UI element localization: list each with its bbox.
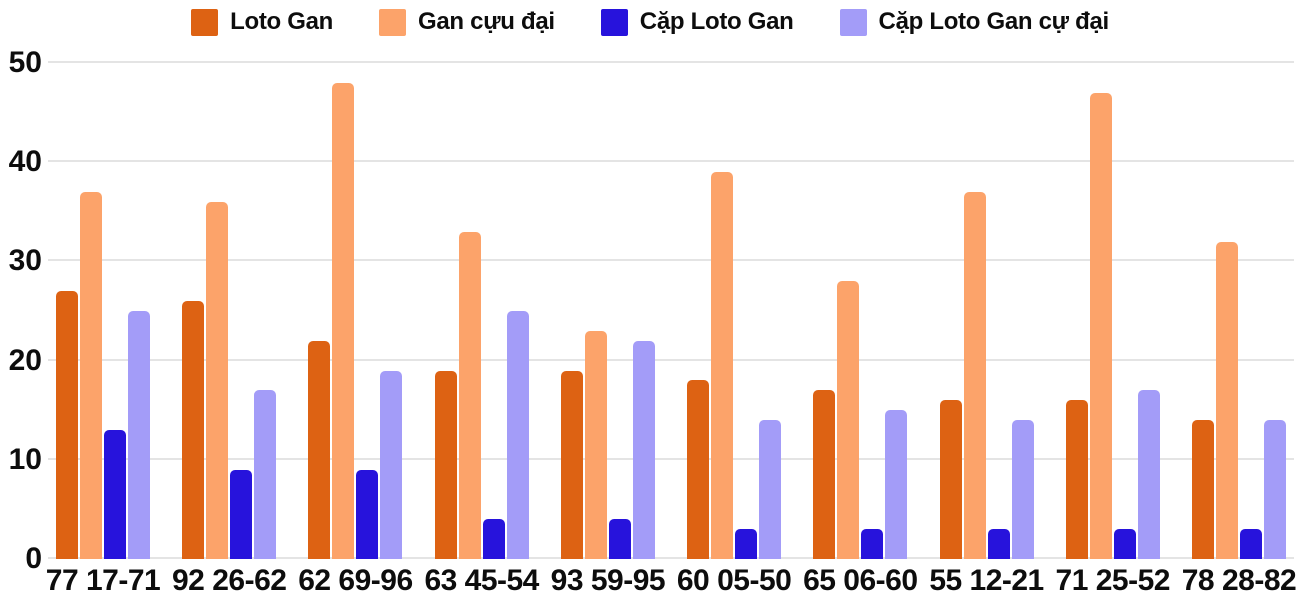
- x-axis-category-label: 65 06-60: [803, 564, 918, 597]
- bar-series-0-category-0[interactable]: [56, 291, 78, 559]
- x-axis-category-label: 62 69-96: [298, 564, 413, 597]
- bar-series-3-category-6[interactable]: [885, 410, 908, 559]
- legend-swatch-icon: [191, 8, 219, 36]
- bar-series-0-category-7[interactable]: [939, 400, 962, 559]
- bar-group-6: 65 06-60: [803, 63, 918, 596]
- y-axis-tick-label: 30: [8, 244, 42, 278]
- bar-series-2-category-4[interactable]: [608, 519, 631, 559]
- bar-group-4: 93 59-95: [551, 63, 666, 596]
- x-axis-category-label: 93 59-95: [550, 564, 666, 597]
- bar-series-2-category-2[interactable]: [356, 469, 379, 559]
- x-axis-category-label: 78 28-82: [1181, 564, 1297, 597]
- bar-series-3-category-0[interactable]: [128, 311, 150, 559]
- bar-series-0-category-5[interactable]: [687, 380, 710, 559]
- chart-legend: Loto Gan Gan cựu đại Cặp Loto Gan Cặp Loto …: [0, 8, 1300, 36]
- bar-group-7: 55 12-21: [929, 63, 1044, 596]
- y-axis-tick-label: 50: [8, 46, 42, 79]
- bar-series-0-category-3[interactable]: [434, 370, 457, 559]
- bar-series-3-category-1[interactable]: [254, 390, 277, 559]
- gridline: [48, 557, 1294, 559]
- bar-series-0-category-8[interactable]: [1065, 400, 1088, 559]
- gridline: [48, 358, 1294, 361]
- y-axis-tick-label: 40: [8, 145, 42, 179]
- legend-swatch-icon: [600, 8, 628, 36]
- bar-group-9: 78 28-82: [1182, 63, 1297, 596]
- bar-series-2-category-5[interactable]: [735, 529, 758, 559]
- bar-series-1-category-2[interactable]: [332, 82, 355, 559]
- legend-item-series-1[interactable]: Gan cựu đại: [379, 8, 555, 36]
- bar-series-1-category-8[interactable]: [1089, 92, 1112, 559]
- x-axis-category-label: 92 26-62: [172, 564, 287, 597]
- y-axis: 0 10 20 30 40 50: [0, 48, 42, 574]
- bar-series-2-category-3[interactable]: [482, 519, 505, 559]
- bar-series-1-category-1[interactable]: [206, 201, 229, 559]
- bar-series-2-category-8[interactable]: [1113, 529, 1136, 559]
- bar-series-0-category-9[interactable]: [1191, 420, 1214, 559]
- legend-label: Cặp Loto Gan: [639, 8, 794, 35]
- bar-series-2-category-0[interactable]: [104, 430, 126, 559]
- y-axis-tick-label: 20: [8, 343, 42, 377]
- bar-series-0-category-2[interactable]: [308, 340, 331, 559]
- bar-series-1-category-7[interactable]: [963, 192, 986, 559]
- bar-series-2-category-7[interactable]: [987, 529, 1010, 559]
- bar-group-1: 92 26-62: [172, 63, 287, 596]
- bar-series-3-category-4[interactable]: [632, 340, 655, 559]
- bar-series-2-category-1[interactable]: [230, 469, 253, 559]
- bar-series-1-category-4[interactable]: [584, 330, 607, 559]
- bar-series-1-category-5[interactable]: [711, 172, 734, 559]
- legend-swatch-icon: [839, 8, 867, 36]
- legend-item-series-2[interactable]: Cặp Loto Gan: [600, 8, 794, 36]
- x-axis-category-label: 77 17-71: [45, 564, 161, 597]
- bar-group-0: 77 17-71: [46, 63, 161, 596]
- plot-area: 77 17-71 92 26-62 62 69-96 63 45-54 93 59-95…: [46, 61, 1297, 596]
- gridline: [48, 457, 1294, 460]
- legend-swatch-icon: [379, 8, 407, 36]
- bar-series-0-category-6[interactable]: [813, 390, 836, 559]
- bar-series-0-category-4[interactable]: [560, 370, 583, 559]
- bar-group-5: 60 05-50: [677, 63, 792, 596]
- y-axis-tick-label: 10: [8, 442, 42, 476]
- gridline: [48, 259, 1294, 262]
- bar-series-2-category-6[interactable]: [861, 529, 884, 559]
- bar-series-1-category-0[interactable]: [80, 192, 102, 559]
- bar-series-3-category-3[interactable]: [506, 311, 529, 559]
- bar-series-3-category-2[interactable]: [380, 370, 403, 559]
- legend-label: Loto Gan: [230, 8, 334, 35]
- bar-series-3-category-9[interactable]: [1263, 420, 1286, 559]
- bar-series-3-category-8[interactable]: [1137, 390, 1160, 559]
- x-axis-category-label: 55 12-21: [929, 564, 1044, 597]
- legend-item-series-0[interactable]: Loto Gan: [191, 8, 333, 36]
- bar-group-8: 71 25-52: [1056, 63, 1170, 596]
- bar-series-1-category-6[interactable]: [837, 281, 860, 559]
- bar-series-3-category-7[interactable]: [1011, 420, 1034, 559]
- y-axis-tick-label: 0: [25, 542, 42, 575]
- bar-group-2: 62 69-96: [298, 63, 413, 596]
- bar-groups: 77 17-71 92 26-62 62 69-96 63 45-54 93 59-95…: [46, 63, 1297, 596]
- x-axis-category-label: 63 45-54: [424, 564, 539, 597]
- bar-series-2-category-9[interactable]: [1239, 529, 1262, 559]
- x-axis-category-label: 71 25-52: [1055, 564, 1171, 597]
- bar-series-3-category-5[interactable]: [759, 420, 782, 559]
- legend-label: Cặp Loto Gan cự đại: [878, 8, 1110, 35]
- gridline: [48, 61, 1294, 63]
- x-axis-category-label: 60 05-50: [676, 564, 792, 597]
- legend-item-series-3[interactable]: Cặp Loto Gan cự đại: [839, 8, 1110, 36]
- bar-series-0-category-1[interactable]: [182, 301, 205, 559]
- bar-group-3: 63 45-54: [424, 63, 539, 596]
- gridline: [48, 160, 1294, 163]
- bar-series-1-category-3[interactable]: [458, 231, 481, 559]
- bar-series-1-category-9[interactable]: [1215, 241, 1238, 559]
- legend-label: Gan cựu đại: [418, 8, 555, 35]
